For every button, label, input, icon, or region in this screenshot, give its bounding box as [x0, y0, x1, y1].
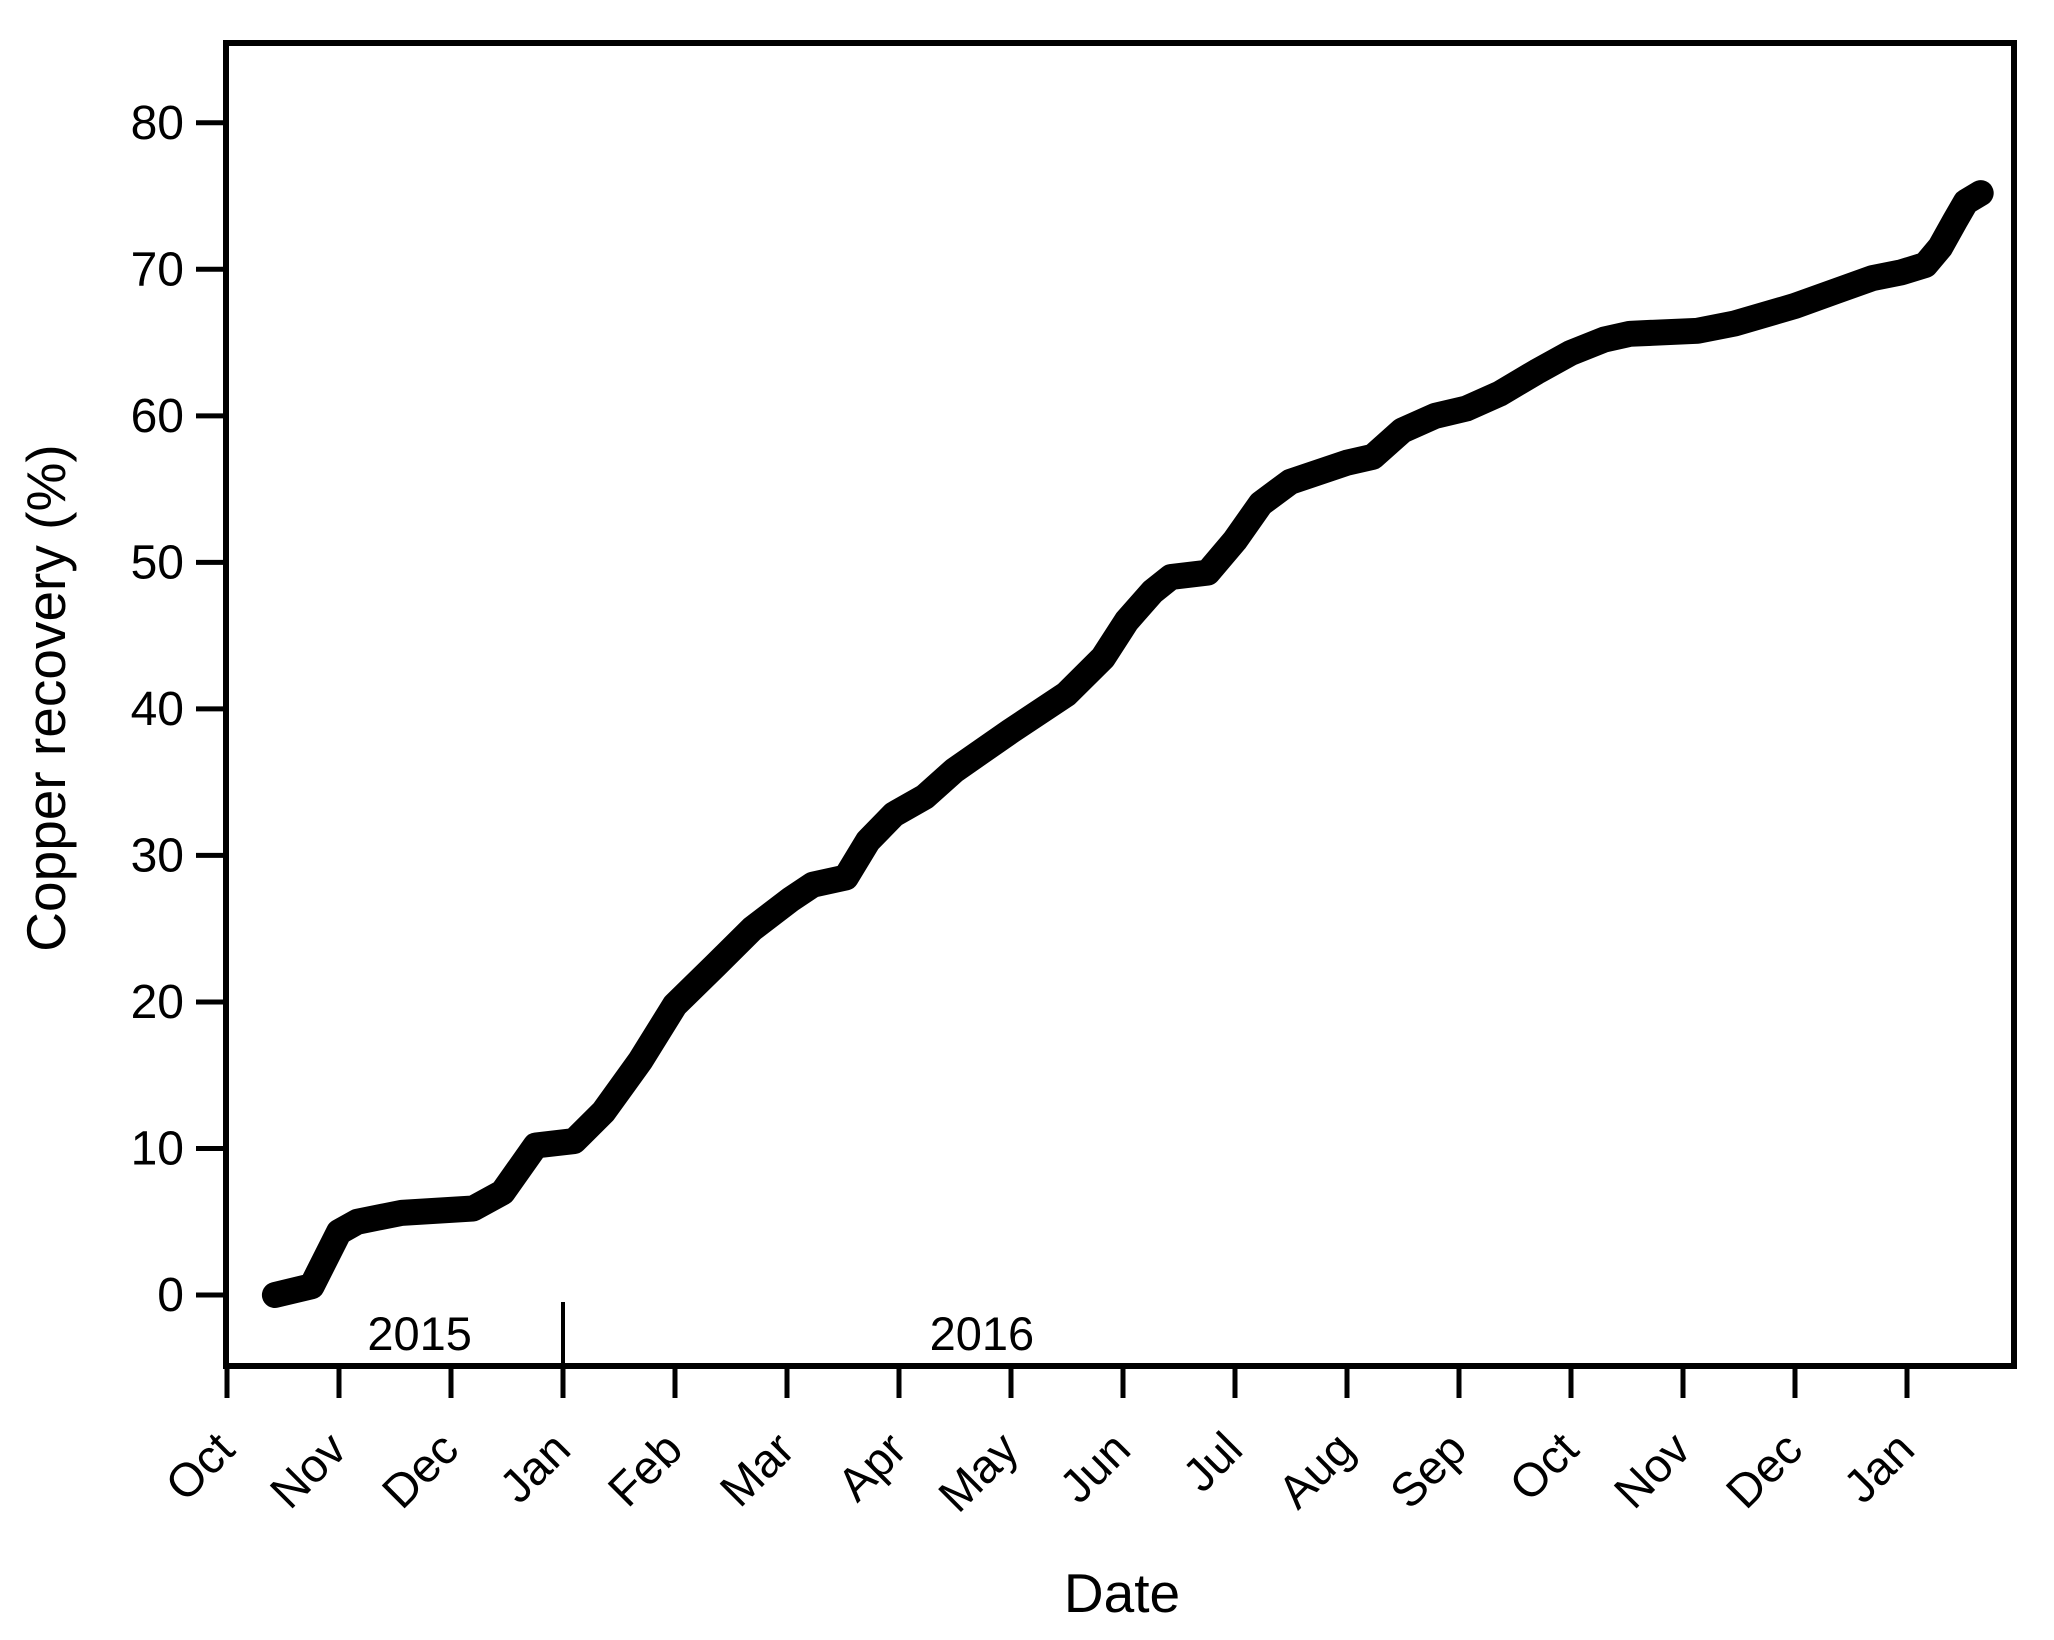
y-tick-label: 60 [131, 390, 184, 443]
y-tick-label: 40 [131, 683, 184, 736]
x-tick-label: Dec [371, 1422, 468, 1519]
x-tick-label: Mar [709, 1422, 804, 1517]
x-tick-label: Feb [597, 1422, 692, 1517]
x-tick-label: Oct [155, 1422, 244, 1511]
copper-recovery-curve [261, 180, 1994, 1308]
year-label: 2015 [367, 1307, 472, 1360]
y-tick-label: 70 [131, 243, 184, 296]
x-tick-label: Jan [489, 1422, 580, 1513]
y-tick-label: 30 [131, 829, 184, 882]
x-tick-label: Jan [1833, 1422, 1924, 1513]
y-tick-label: 50 [131, 536, 184, 589]
x-axis-title: Date [1063, 1562, 1181, 1624]
year-label: 2016 [930, 1307, 1035, 1360]
y-axis-title: Copper recovery (%) [15, 444, 77, 952]
y-tick-label: 20 [131, 976, 184, 1029]
y-tick-label: 0 [157, 1269, 184, 1322]
x-tick-label: Nov [259, 1421, 356, 1518]
y-tick-label: 10 [131, 1122, 184, 1175]
x-tick-label: Dec [1715, 1422, 1812, 1519]
x-tick-label: Aug [1267, 1422, 1364, 1519]
x-tick-label: May [928, 1421, 1029, 1522]
plot-frame [223, 40, 2017, 1369]
y-tick-label: 80 [131, 97, 184, 150]
x-tick-label: Apr [827, 1422, 916, 1511]
x-tick-label: Jun [1049, 1422, 1140, 1513]
x-tick-label: Oct [1499, 1422, 1588, 1511]
x-tick-label: Nov [1603, 1421, 1700, 1518]
x-tick-label: Jul [1172, 1422, 1252, 1502]
x-tick-label: Sep [1379, 1422, 1476, 1519]
